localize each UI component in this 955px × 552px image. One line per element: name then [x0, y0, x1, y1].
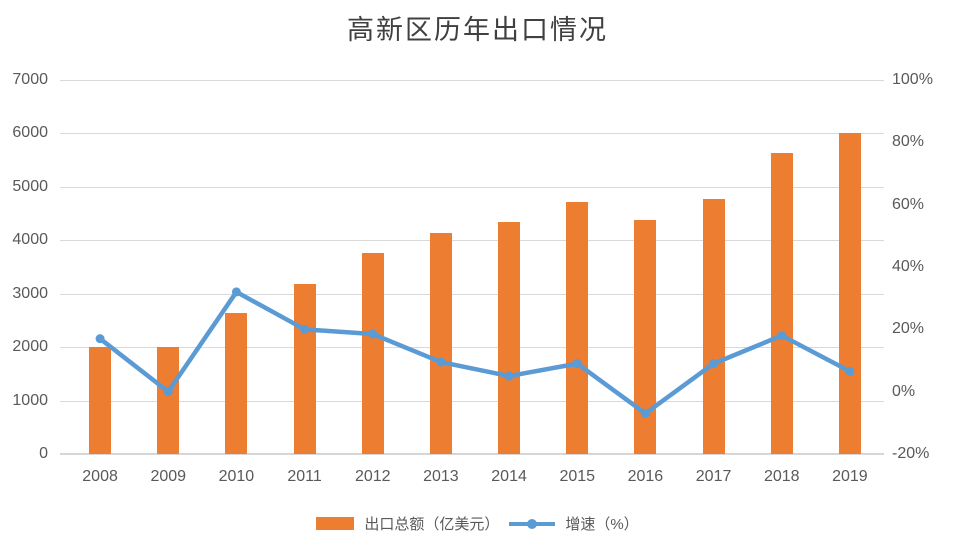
line-marker-icon	[504, 371, 514, 381]
legend-line-swatch	[509, 517, 556, 531]
right-axis-tick-label: 40%	[892, 258, 925, 275]
legend: 出口总额（亿美元） 增速（%）	[0, 513, 955, 534]
plot-area	[60, 80, 884, 455]
line-marker-icon	[436, 357, 446, 367]
bar	[498, 222, 521, 454]
chart-title: 高新区历年出口情况	[347, 15, 608, 45]
legend-line-marker-icon	[527, 518, 538, 529]
legend-line-label: 增速（%）	[565, 516, 639, 533]
x-axis-label: 2012	[354, 468, 391, 485]
line-marker-icon	[231, 287, 241, 297]
right-axis-tick-label: 20%	[892, 320, 925, 338]
x-axis-label: 2010	[218, 468, 255, 485]
line-series	[95, 287, 855, 418]
bar	[157, 347, 180, 454]
line-marker-icon	[95, 334, 105, 344]
right-axis-tick-label: 0%	[892, 382, 916, 400]
line-marker-icon	[368, 329, 378, 339]
line-marker-icon	[300, 324, 310, 334]
x-axis-label: 2019	[832, 468, 868, 485]
left-axis-tick-label: 7000	[12, 71, 48, 88]
bar	[361, 252, 384, 454]
right-axis-tick-label: -20%	[892, 445, 930, 462]
x-axis-label: 2011	[287, 468, 322, 485]
gridline	[60, 133, 884, 135]
line-marker-icon	[640, 408, 650, 418]
bar	[702, 198, 725, 454]
x-axis-label: 2014	[491, 468, 527, 485]
gridline	[60, 80, 884, 81]
left-axis-tick-label: 3000	[12, 284, 48, 302]
bar	[225, 312, 248, 454]
line-marker-icon	[777, 331, 787, 341]
legend-bar-swatch	[316, 517, 355, 530]
x-axis-label: 2009	[150, 468, 187, 485]
x-axis-label: 2016	[627, 468, 664, 485]
x-axis-label: 2008	[82, 468, 118, 485]
gridline	[60, 240, 884, 242]
left-axis-tick-label: 6000	[12, 124, 48, 142]
left-axis-tick-label: 2000	[12, 338, 48, 356]
left-axis-tick-label: 0	[39, 445, 48, 462]
bar	[770, 152, 793, 454]
x-axis-line	[60, 453, 884, 455]
right-axis-tick-label: 60%	[892, 195, 925, 213]
line-marker-icon	[845, 366, 855, 376]
bar	[89, 347, 112, 454]
bar	[566, 201, 589, 454]
gridline	[60, 347, 884, 349]
x-axis-label: 2013	[423, 468, 459, 485]
right-axis-tick-label: 80%	[892, 133, 925, 151]
line-marker-icon	[163, 387, 173, 397]
x-axis-label: 2018	[763, 468, 800, 485]
line-marker-icon	[709, 359, 719, 369]
bar	[429, 233, 452, 454]
left-axis-tick-label: 4000	[12, 231, 48, 249]
x-axis-label: 2017	[695, 468, 732, 485]
bar	[838, 133, 861, 454]
x-axis-label: 2015	[559, 468, 596, 485]
left-axis-tick-label: 1000	[12, 391, 48, 409]
legend-bar-label: 出口总额（亿美元）	[364, 516, 500, 533]
gridline	[60, 400, 884, 402]
line-marker-icon	[572, 359, 582, 369]
left-axis-tick-label: 5000	[12, 177, 48, 195]
bar	[634, 219, 657, 454]
gridline	[60, 293, 884, 295]
gridline	[60, 186, 884, 188]
right-axis-tick-label: 100%	[892, 71, 933, 88]
